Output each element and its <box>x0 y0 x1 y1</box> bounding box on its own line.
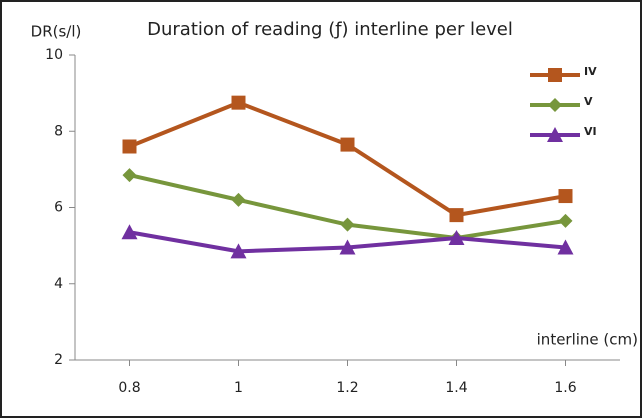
marker <box>230 243 247 259</box>
y-tick-label: 6 <box>54 200 63 216</box>
x-tick-label: 1.2 <box>336 380 358 396</box>
legend-label: VI <box>584 125 597 138</box>
marker <box>548 98 562 112</box>
y-tick-label: 10 <box>45 47 63 63</box>
y-tick-label: 4 <box>54 276 63 292</box>
marker <box>121 224 138 240</box>
marker <box>122 168 137 183</box>
legend-label: V <box>584 95 593 108</box>
x-tick-label: 1.4 <box>445 380 467 396</box>
marker <box>558 213 573 228</box>
y-tick-label: 2 <box>54 352 63 368</box>
marker <box>122 139 137 154</box>
marker <box>340 217 355 232</box>
x-tick-label: 0.8 <box>118 380 140 396</box>
y-tick-label: 8 <box>54 123 63 139</box>
y-axis-label: DR(s/l) <box>31 23 82 41</box>
x-tick-label: 1.6 <box>554 380 576 396</box>
x-axis-label: interline (cm) <box>537 331 638 349</box>
marker <box>448 230 465 245</box>
marker <box>548 68 562 82</box>
marker <box>449 208 464 223</box>
legend-label: IV <box>584 65 597 78</box>
x-tick-label: 1 <box>234 380 243 396</box>
marker <box>339 239 356 255</box>
chart-title: Duration of reading (ƒ) interline per le… <box>147 19 513 40</box>
marker <box>558 189 573 204</box>
marker <box>340 137 355 152</box>
marker <box>547 127 563 142</box>
marker <box>231 95 246 110</box>
marker <box>557 239 574 255</box>
marker <box>231 192 246 207</box>
